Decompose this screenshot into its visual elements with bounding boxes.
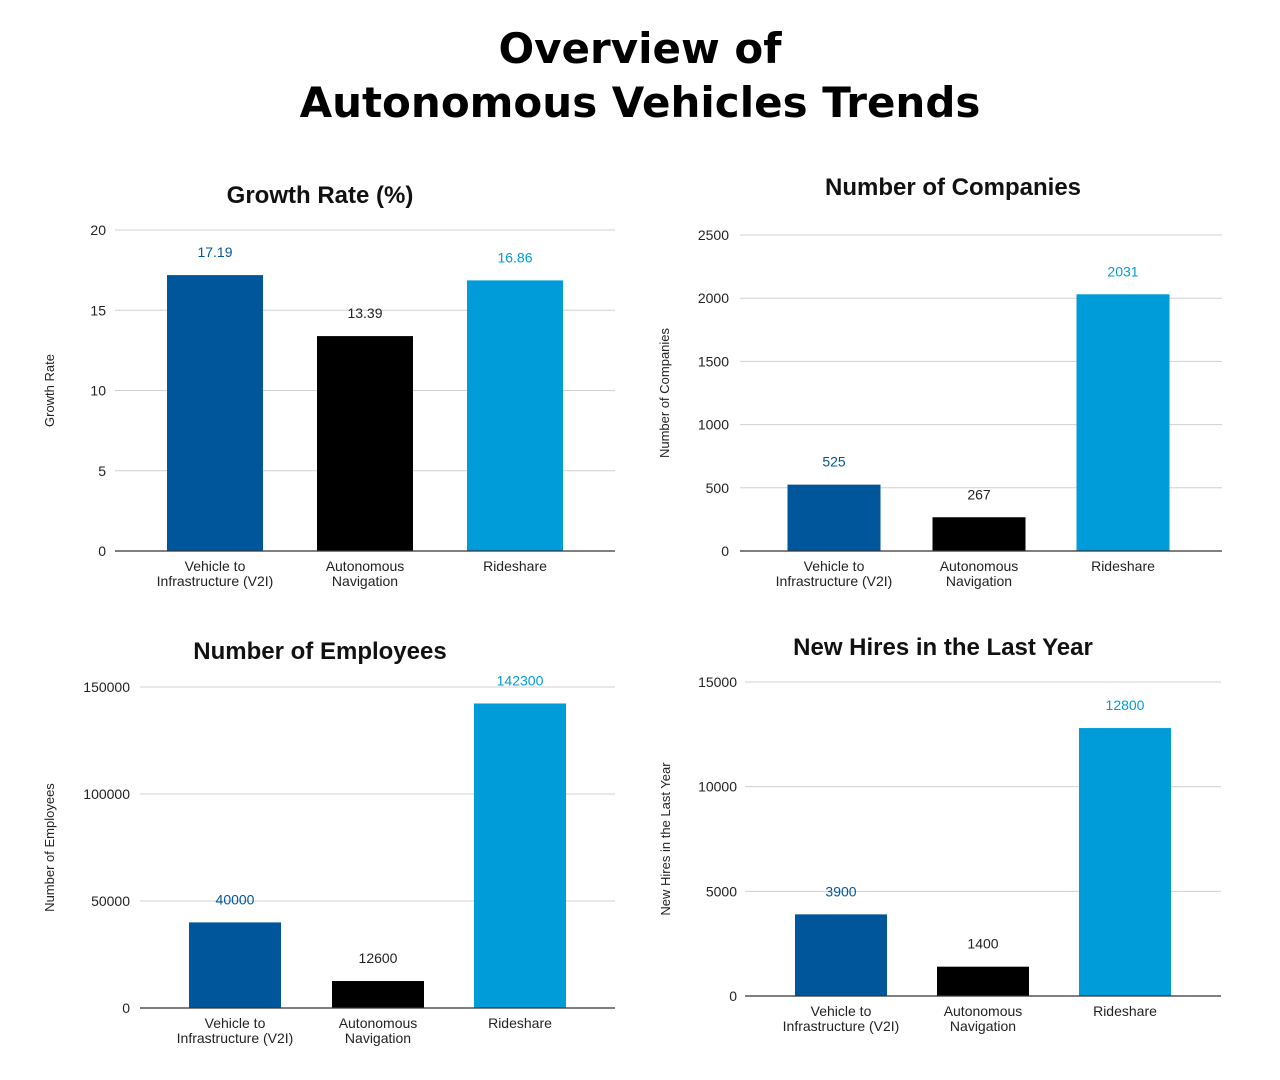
y-axis-label: New Hires in the Last Year: [658, 762, 673, 916]
y-tick-label: 15: [90, 302, 106, 318]
bar-autonomous-navigation: [317, 336, 413, 551]
category-label: Navigation: [946, 573, 1012, 589]
y-tick-label: 0: [729, 988, 737, 1004]
category-label: Vehicle to: [811, 1003, 872, 1019]
number-of-employees-plot: 0 50000 100000 150000 40000 Vehicle toInfrast…: [42, 672, 615, 1046]
y-tick-label: 150000: [83, 679, 130, 695]
category-label: Vehicle to: [804, 558, 865, 574]
y-tick-label: 15000: [698, 674, 737, 690]
y-tick-label: 5: [98, 463, 106, 479]
bar-autonomous-navigation: [937, 966, 1029, 996]
y-tick-label: 500: [706, 480, 730, 496]
bar-autonomous-navigation: [332, 981, 424, 1008]
y-tick-label: 0: [122, 1000, 130, 1016]
category-label: Navigation: [950, 1018, 1016, 1034]
y-tick-label: 2500: [698, 227, 729, 243]
category-label: Infrastructure (V2I): [157, 573, 274, 589]
chart-title: Number of Companies: [824, 174, 1082, 201]
chart-title: New Hires in the Last Year: [793, 634, 1093, 661]
number-of-employees-chart: Number of Employees 0 50000 100000 150000 40…: [0, 630, 640, 1070]
number-of-companies-chart: Number of Companies 0 500 1000 1500 2000 2500…: [640, 170, 1280, 610]
bar-v2i: [787, 484, 881, 551]
data-label: 16.86: [497, 249, 532, 265]
data-label: 525: [822, 454, 846, 470]
y-axis-label: Growth Rate: [42, 354, 57, 427]
chart-title: Growth Rate (%): [226, 182, 414, 209]
new-hires-plot: 0 5000 10000 15000 3900 Vehicle toInfrastruct…: [658, 674, 1221, 1034]
y-tick-label: 10: [90, 383, 106, 399]
bar-rideshare: [1076, 294, 1170, 551]
category-label: Rideshare: [1091, 558, 1155, 574]
category-label: Rideshare: [1093, 1003, 1157, 1019]
y-tick-label: 10000: [698, 779, 737, 795]
y-axis-label: Number of Employees: [42, 783, 57, 912]
y-axis-label: Number of Companies: [657, 327, 672, 458]
category-label: Autonomous: [339, 1015, 418, 1031]
data-label: 267: [967, 486, 991, 502]
y-tick-label: 50000: [91, 893, 130, 909]
page-title-line-2: Autonomous Vehicles Trends: [299, 78, 981, 127]
y-tick-label: 1500: [698, 353, 729, 369]
category-label: Navigation: [345, 1030, 411, 1046]
number-of-companies-plot: 0 500 1000 1500 2000 2500 525 Vehicle toInfrast…: [657, 227, 1222, 589]
y-tick-label: 100000: [83, 786, 130, 802]
category-label: Infrastructure (V2I): [776, 573, 893, 589]
data-label: 17.19: [197, 244, 232, 260]
category-label: Vehicle to: [185, 558, 246, 574]
data-label: 12800: [1106, 697, 1145, 713]
data-label: 12600: [359, 950, 398, 966]
new-hires-chart: New Hires in the Last Year 0 5000 10000 150…: [640, 630, 1280, 1070]
bar-rideshare: [467, 280, 563, 551]
y-tick-label: 1000: [698, 417, 729, 433]
y-tick-label: 5000: [706, 883, 737, 899]
page-title: Overview of Autonomous Vehicles Trends: [0, 22, 1280, 130]
data-label: 3900: [825, 883, 856, 899]
category-label: Rideshare: [488, 1015, 552, 1031]
data-label: 1400: [967, 936, 998, 952]
category-label: Rideshare: [483, 558, 547, 574]
bar-v2i: [167, 275, 263, 551]
bar-rideshare: [1079, 728, 1171, 996]
category-label: Autonomous: [940, 558, 1019, 574]
y-tick-label: 0: [721, 543, 729, 559]
growth-rate-chart: Growth Rate (%) 0 5 10 15 20 17.19 Vehicle to I…: [0, 170, 640, 610]
bar-rideshare: [474, 703, 566, 1008]
bar-v2i: [795, 914, 887, 996]
category-label: Navigation: [332, 573, 398, 589]
data-label: 40000: [216, 891, 255, 907]
bar-autonomous-navigation: [932, 517, 1026, 551]
page-title-line-1: Overview of: [498, 24, 782, 73]
data-label: 2031: [1107, 263, 1138, 279]
data-label: 142300: [497, 672, 544, 688]
category-label: Autonomous: [944, 1003, 1023, 1019]
category-label: Infrastructure (V2I): [177, 1030, 294, 1046]
data-label: 13.39: [347, 305, 382, 321]
y-tick-label: 0: [98, 543, 106, 559]
y-tick-label: 20: [90, 222, 106, 238]
y-tick-label: 2000: [698, 290, 729, 306]
chart-title: Number of Employees: [193, 638, 447, 665]
bar-v2i: [189, 922, 281, 1008]
category-label: Autonomous: [326, 558, 405, 574]
category-label: Infrastructure (V2I): [783, 1018, 900, 1034]
category-label: Vehicle to: [205, 1015, 266, 1031]
